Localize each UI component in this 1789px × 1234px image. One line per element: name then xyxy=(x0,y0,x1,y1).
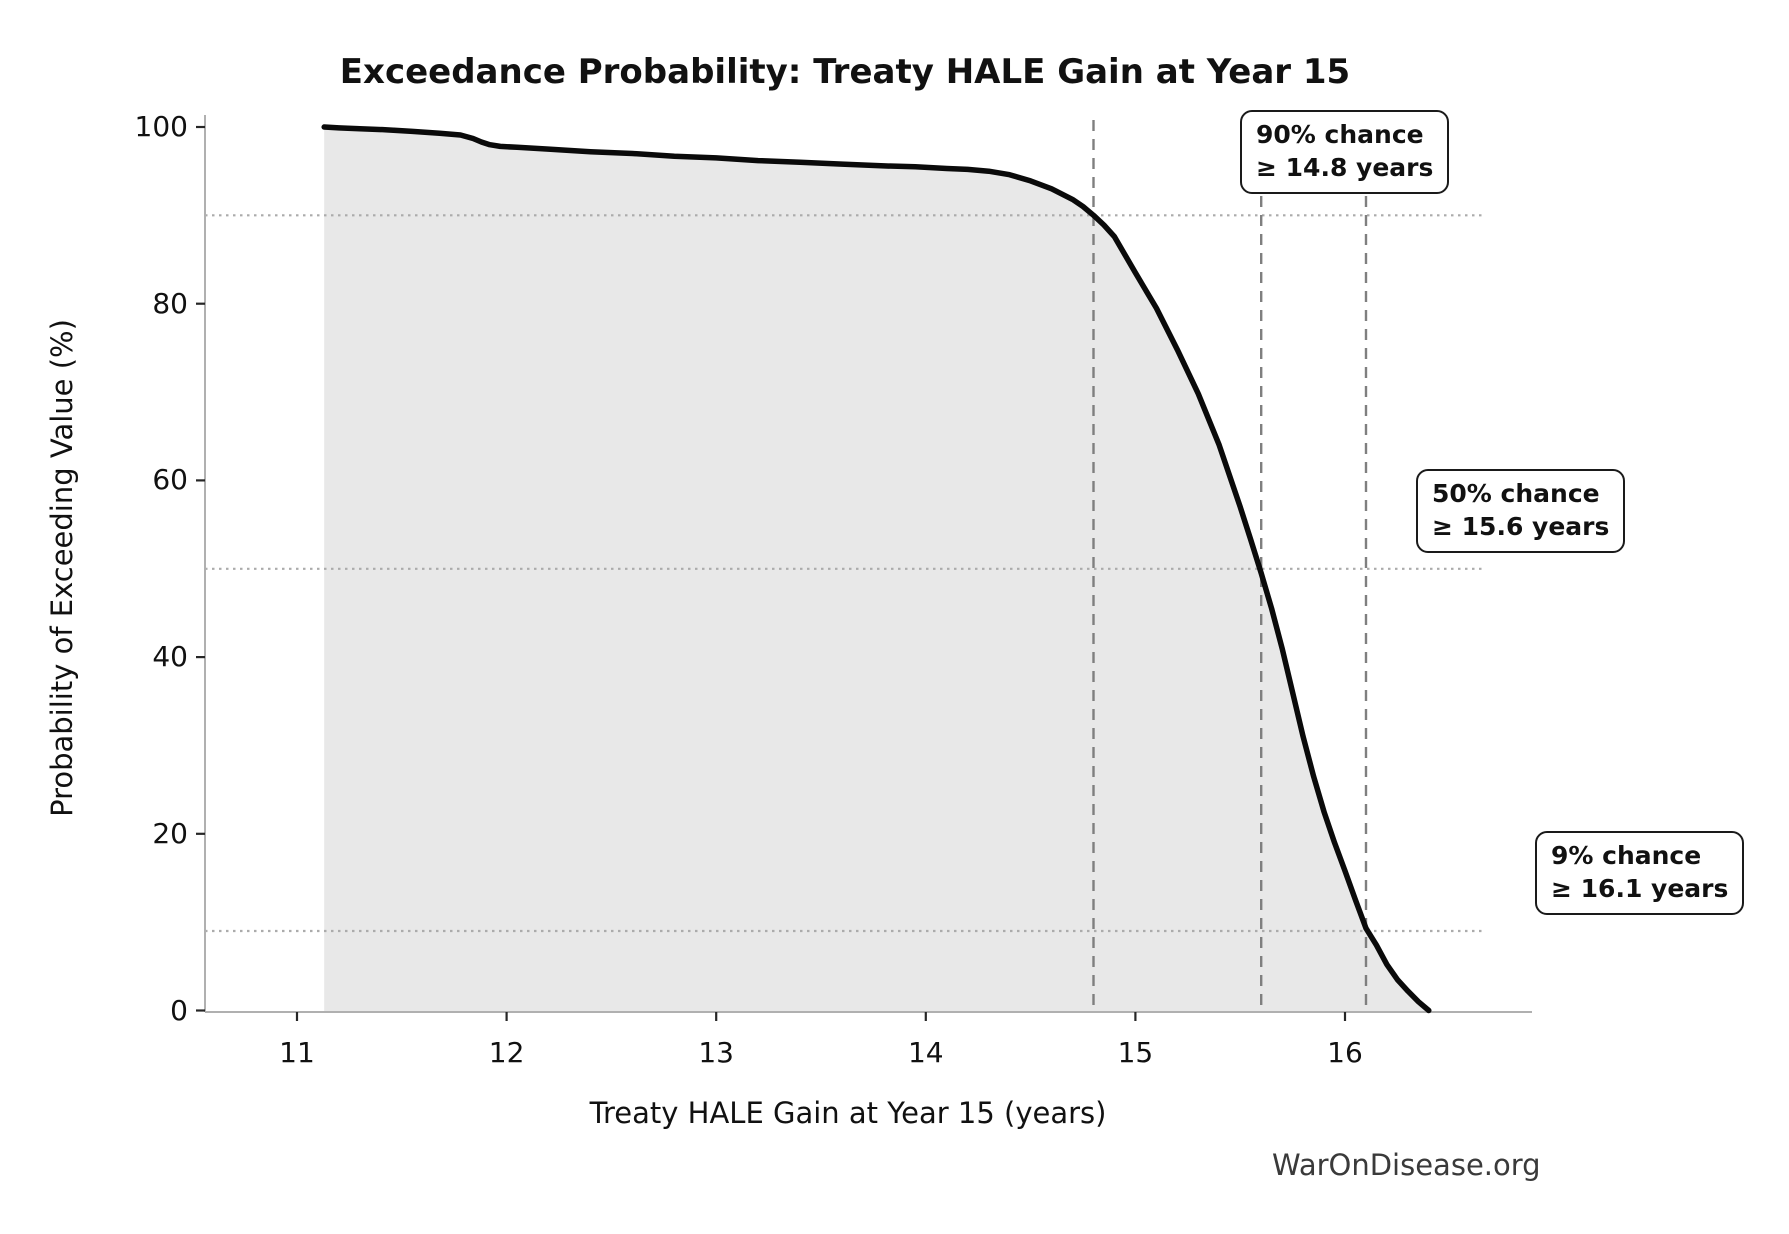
x-tick-label-14: 14 xyxy=(907,1036,944,1069)
axis-tick-marks xyxy=(196,125,1347,1021)
y-axis-label: Probability of Exceeding Value (%) xyxy=(45,319,79,817)
annotation-9pct-line1: 9% chance xyxy=(1551,841,1702,870)
x-tick-label-15: 15 xyxy=(1117,1036,1154,1069)
x-axis-label: Treaty HALE Gain at Year 15 (years) xyxy=(589,1096,1107,1130)
x-tick-label-12: 12 xyxy=(488,1036,525,1069)
annotation-9pct-threshold: 9% chance ≥ 16.1 years xyxy=(1535,831,1745,915)
annotation-90pct-threshold: 90% chance ≥ 14.8 years xyxy=(1240,110,1450,194)
x-tick-label-13: 13 xyxy=(698,1036,734,1069)
watermark-text: WarOnDisease.org xyxy=(1272,1148,1541,1182)
annotation-50pct-line1: 50% chance xyxy=(1432,479,1600,508)
y-tick-label-40: 40 xyxy=(152,640,188,674)
x-tick-label-16: 16 xyxy=(1327,1036,1363,1069)
axis-spines xyxy=(204,115,1532,1013)
y-tick-label-0: 0 xyxy=(170,993,188,1027)
annotation-9pct-line2: ≥ 16.1 years xyxy=(1551,874,1729,903)
y-tick-label-60: 60 xyxy=(152,463,188,497)
annotation-90pct-line2: ≥ 14.8 years xyxy=(1256,153,1434,182)
y-tick-label-80: 80 xyxy=(152,286,188,320)
annotation-50pct-threshold: 50% chance ≥ 15.6 years xyxy=(1416,469,1626,553)
y-tick-label-20: 20 xyxy=(152,816,188,850)
chart-title: Exceedance Probability: Treaty HALE Gain… xyxy=(339,52,1351,92)
annotation-90pct-line1: 90% chance xyxy=(1256,120,1424,149)
x-tick-label-11: 11 xyxy=(279,1036,315,1069)
y-tick-label-100: 100 xyxy=(134,110,188,143)
exceedance-curve xyxy=(321,124,1432,1014)
area-fill xyxy=(324,127,1429,1011)
area-under-curve xyxy=(324,127,1429,1011)
exceedance-curve-path xyxy=(321,124,1432,1014)
annotation-50pct-line2: ≥ 15.6 years xyxy=(1432,512,1610,541)
